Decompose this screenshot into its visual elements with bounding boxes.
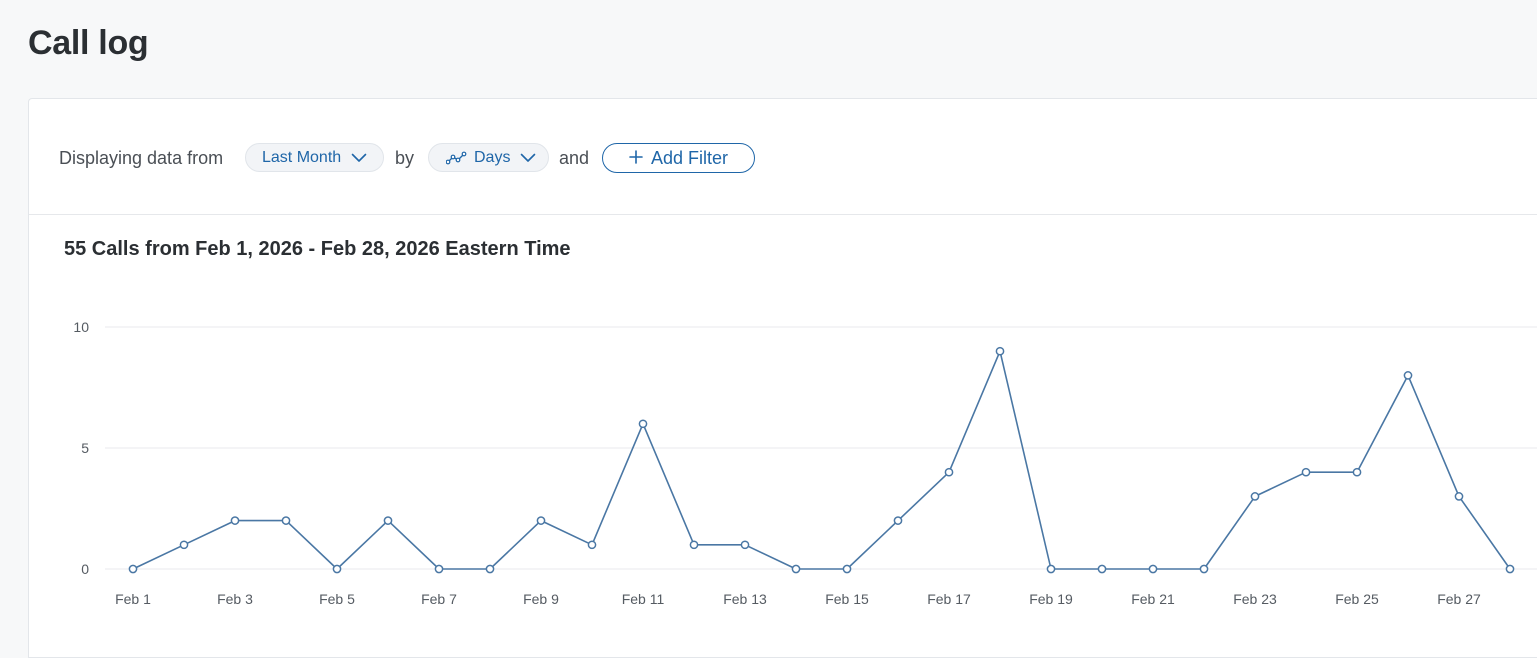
data-point bbox=[332, 564, 342, 574]
data-point bbox=[1301, 467, 1311, 477]
data-point bbox=[1097, 564, 1107, 574]
interval-label: Days bbox=[474, 148, 511, 166]
data-point bbox=[1250, 492, 1260, 501]
data-point bbox=[1505, 564, 1515, 574]
filter-bar: Displaying data from Last Month by Days bbox=[29, 99, 1537, 215]
data-point bbox=[1454, 492, 1464, 501]
page-title: Call log bbox=[28, 24, 149, 62]
x-tick-label: Feb 17 bbox=[927, 591, 971, 607]
x-tick-label: Feb 11 bbox=[622, 591, 665, 607]
data-point bbox=[740, 540, 750, 550]
data-point bbox=[1046, 564, 1056, 574]
x-tick-label: Feb 19 bbox=[1029, 591, 1073, 607]
date-range-dropdown[interactable]: Last Month bbox=[245, 143, 384, 172]
data-point bbox=[689, 540, 699, 550]
data-point bbox=[638, 419, 648, 429]
call-log-card: Displaying data from Last Month by Days bbox=[28, 98, 1537, 658]
add-filter-label: Add Filter bbox=[650, 147, 729, 168]
data-point bbox=[842, 564, 852, 574]
chevron-down-icon bbox=[351, 153, 367, 163]
series-line bbox=[132, 350, 1511, 570]
data-point bbox=[1199, 564, 1209, 574]
and-label: and bbox=[559, 148, 590, 168]
x-tick-label: Feb 1 bbox=[115, 591, 151, 607]
data-point bbox=[383, 516, 393, 525]
x-tick-label: Feb 23 bbox=[1233, 591, 1277, 607]
data-point bbox=[1148, 564, 1158, 574]
data-point bbox=[230, 516, 240, 525]
data-point bbox=[587, 540, 597, 550]
data-point bbox=[281, 516, 291, 525]
x-tick-label: Feb 15 bbox=[825, 591, 869, 607]
x-tick-label: Feb 3 bbox=[217, 591, 253, 607]
interval-dropdown[interactable]: Days bbox=[428, 143, 549, 172]
x-tick-label: Feb 7 bbox=[421, 591, 457, 607]
data-point bbox=[1403, 371, 1413, 380]
data-point bbox=[128, 564, 138, 574]
line-chart-icon bbox=[446, 151, 468, 165]
data-point bbox=[179, 540, 189, 550]
data-point bbox=[791, 564, 801, 574]
x-tick-label: Feb 25 bbox=[1335, 591, 1379, 607]
date-range-label: Last Month bbox=[262, 148, 342, 166]
y-tick-label: 5 bbox=[81, 440, 89, 456]
chevron-down-icon bbox=[520, 153, 536, 163]
data-point bbox=[995, 346, 1005, 356]
y-tick-label: 0 bbox=[81, 561, 89, 577]
x-tick-label: Feb 21 bbox=[1131, 591, 1175, 607]
x-tick-label: Feb 13 bbox=[723, 591, 767, 607]
displaying-data-label: Displaying data from bbox=[59, 148, 224, 168]
y-tick-label: 10 bbox=[73, 319, 89, 335]
data-point bbox=[893, 516, 903, 525]
chart-title: 55 Calls from Feb 1, 2026 - Feb 28, 2026… bbox=[64, 238, 571, 260]
add-filter-button[interactable]: Add Filter bbox=[602, 143, 755, 173]
calls-line-chart: 0 5 10 Feb 1 Feb 3 Feb 5 Feb 7 Feb 9 Feb 11 Feb 1… bbox=[73, 319, 1537, 607]
x-tick-label: Feb 27 bbox=[1437, 591, 1481, 607]
data-point bbox=[485, 564, 495, 574]
x-tick-label: Feb 9 bbox=[523, 591, 559, 607]
x-tick-label: Feb 5 bbox=[319, 591, 355, 607]
data-point bbox=[434, 564, 444, 574]
data-point bbox=[536, 516, 546, 525]
data-point bbox=[1352, 467, 1362, 477]
plus-icon bbox=[629, 148, 643, 169]
data-point bbox=[944, 467, 954, 477]
by-label: by bbox=[395, 148, 415, 168]
